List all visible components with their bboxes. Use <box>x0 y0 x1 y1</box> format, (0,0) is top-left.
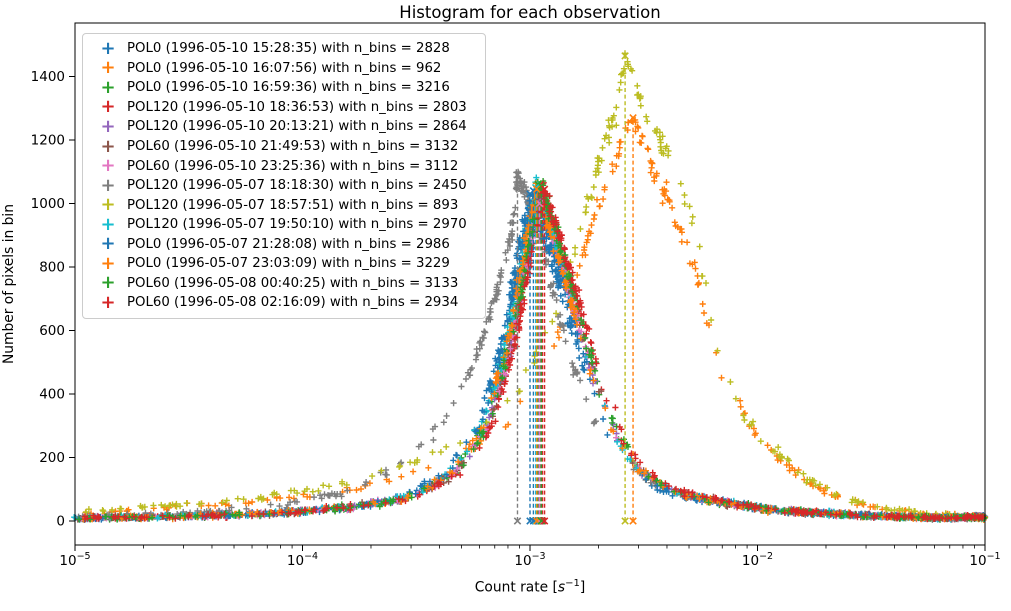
legend-item-5: + POL60 (1996-05-10 21:49:53) with n_bins… <box>89 137 477 157</box>
mode-peak-marker-icon <box>629 114 637 122</box>
legend-item-13: + POL60 (1996-05-08 02:16:09) with n_bins… <box>89 293 477 313</box>
legend-plus-marker-icon: + <box>100 272 116 294</box>
y-tick-label: 1400 <box>31 69 65 85</box>
legend-item-label: POL120 (1996-05-10 20:13:21) with n_bins… <box>127 119 467 135</box>
legend-item-label: POL0 (1996-05-10 16:59:36) with n_bins =… <box>127 80 450 96</box>
legend-item-label: POL120 (1996-05-07 18:57:51) with n_bins… <box>127 197 459 213</box>
legend-item-label: POL120 (1996-05-07 19:50:10) with n_bins… <box>127 217 467 233</box>
y-axis-ticks <box>69 76 75 522</box>
legend-item-12: + POL60 (1996-05-08 00:40:25) with n_bins… <box>89 274 477 294</box>
x-axis-ticks <box>74 545 986 551</box>
legend-item-label: POL0 (1996-05-10 15:28:35) with n_bins =… <box>127 41 450 57</box>
legend-item-label: POL60 (1996-05-08 02:16:09) with n_bins … <box>127 295 459 311</box>
mode-foot-marker-icon <box>621 517 629 525</box>
legend-plus-marker-icon: + <box>100 291 116 313</box>
legend-plus-marker-icon: + <box>100 233 116 255</box>
x-tick-label: 10−2 <box>742 551 773 569</box>
mode-peak-marker-icon <box>540 185 549 193</box>
y-axis-label: Number of pixels in bin <box>1 203 17 365</box>
axes-spines <box>74 22 986 546</box>
legend-item-label: POL0 (1996-05-10 16:07:56) with n_bins =… <box>127 60 442 76</box>
y-tick-label: 800 <box>39 260 65 276</box>
legend-item-3: + POL120 (1996-05-10 18:36:53) with n_bin… <box>89 98 477 118</box>
legend-item-label: POL60 (1996-05-10 21:49:53) with n_bins … <box>127 139 459 154</box>
legend-item-label: POL0 (1996-05-07 23:03:09) with n_bins =… <box>127 256 450 272</box>
y-axis-tick-labels: 0 200 400 600 800 1000 1200 1400 <box>31 69 65 530</box>
mode-peak-marker-icon <box>513 171 522 179</box>
legend-plus-marker-icon: + <box>100 57 116 79</box>
legend-item-0: + POL0 (1996-05-10 15:28:35) with n_bins … <box>89 39 477 59</box>
x-axis-label-variable: s <box>557 579 566 596</box>
legend-item-1: + POL0 (1996-05-10 16:07:56) with n_bins … <box>89 59 477 79</box>
legend-plus-marker-icon: + <box>100 135 116 157</box>
legend-item-2: + POL0 (1996-05-10 16:59:36) with n_bins … <box>89 78 477 98</box>
legend-box: + POL0 (1996-05-10 15:28:35) with n_bins … <box>82 33 486 319</box>
y-tick-label: 200 <box>39 450 65 466</box>
mode-peak-marker-icon <box>621 52 629 60</box>
mode-foot-marker-icon <box>513 517 522 525</box>
legend-item-4: + POL120 (1996-05-10 20:13:21) with n_bin… <box>89 117 477 137</box>
legend-plus-marker-icon: + <box>100 155 116 177</box>
mode-foot-marker-icon <box>629 517 637 525</box>
mode-foot-marker-icon <box>540 517 549 525</box>
y-tick-label: 400 <box>39 387 65 403</box>
y-tick-label: 600 <box>39 323 65 339</box>
legend-item-label: POL60 (1996-05-10 23:25:36) with n_bins … <box>127 158 459 174</box>
chart-title: Histogram for each observation <box>399 3 661 22</box>
x-axis-label-prefix: Count rate [ <box>474 579 558 596</box>
x-tick-label: 10−3 <box>514 551 545 569</box>
y-tick-label: 0 <box>56 514 65 530</box>
legend-plus-marker-icon: + <box>100 96 116 118</box>
x-tick-label: 10−5 <box>59 551 90 569</box>
legend-plus-marker-icon: + <box>100 252 116 274</box>
x-axis-label-exponent: −1 <box>565 578 580 589</box>
legend-plus-marker-icon: + <box>100 37 116 59</box>
mode-peak-marker-icon <box>536 193 545 201</box>
legend-plus-marker-icon: + <box>100 213 116 235</box>
x-tick-label: 10−4 <box>287 551 318 569</box>
legend-plus-marker-icon: + <box>100 174 116 196</box>
legend-plus-marker-icon: + <box>100 115 116 137</box>
legend-item-label: POL0 (1996-05-07 21:28:08) with n_bins =… <box>127 236 450 252</box>
legend-item-10: + POL0 (1996-05-07 21:28:08) with n_bins … <box>89 234 477 254</box>
legend-plus-marker-icon: + <box>100 76 116 98</box>
legend-item-9: + POL120 (1996-05-07 19:50:10) with n_bin… <box>89 215 477 235</box>
legend-item-label: POL120 (1996-05-07 18:18:30) with n_bins… <box>127 178 467 194</box>
legend-plus-marker-icon: + <box>100 194 116 216</box>
x-axis-tick-labels: 10−5 10−4 10−3 10−2 10−1 <box>59 551 1000 569</box>
x-axis-label: Count rate [s−1] <box>75 578 985 596</box>
mode-lines-group <box>513 52 637 525</box>
legend-item-11: + POL0 (1996-05-07 23:03:09) with n_bins … <box>89 254 477 274</box>
x-axis-label-suffix: ] <box>579 579 586 596</box>
y-tick-label: 1200 <box>31 133 65 149</box>
mode-peak-marker-icon <box>533 185 541 193</box>
legend-item-7: + POL120 (1996-05-07 18:18:30) with n_bin… <box>89 176 477 196</box>
y-tick-label: 1000 <box>31 196 65 212</box>
legend-item-label: POL120 (1996-05-10 18:36:53) with n_bins… <box>127 99 467 115</box>
legend-item-6: + POL60 (1996-05-10 23:25:36) with n_bins… <box>89 156 477 176</box>
legend-item-8: + POL120 (1996-05-07 18:57:51) with n_bin… <box>89 195 477 215</box>
x-tick-label: 10−1 <box>969 551 1000 569</box>
legend-item-label: POL60 (1996-05-08 00:40:25) with n_bins … <box>127 275 459 291</box>
